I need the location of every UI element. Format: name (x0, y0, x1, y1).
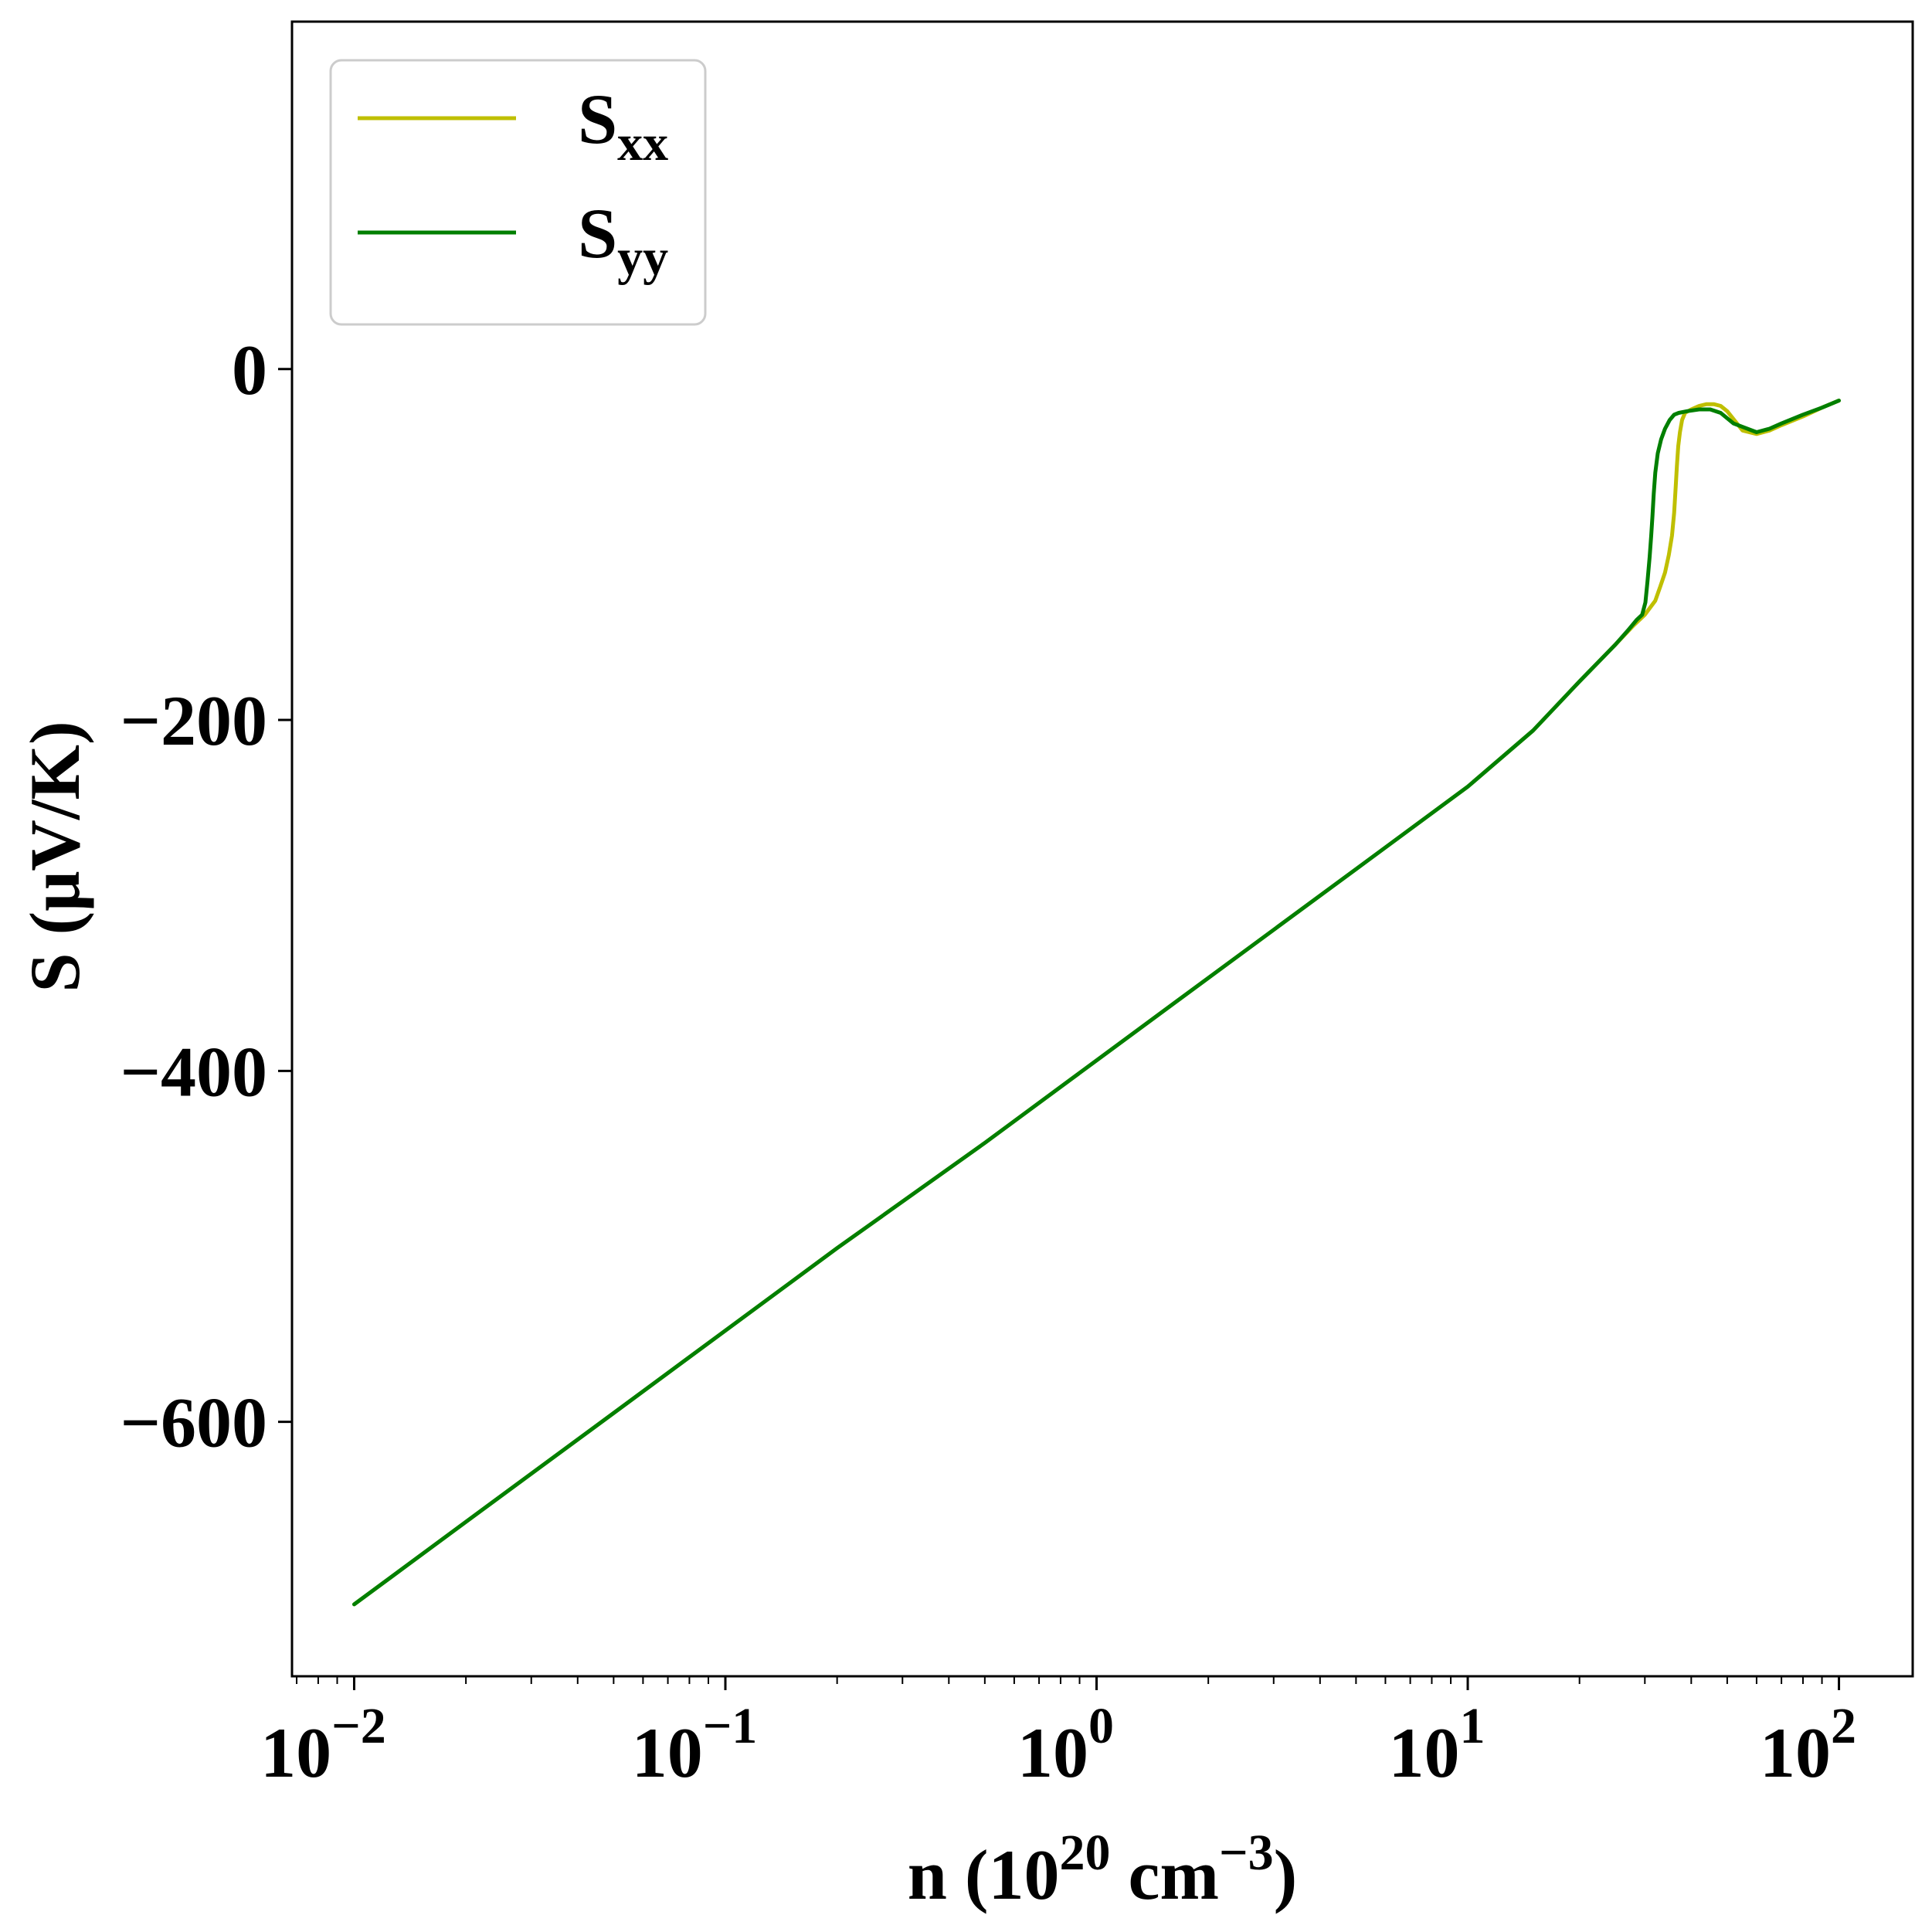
x-tick-label: 102 (1760, 1698, 1856, 1792)
axes-frame (290, 20, 1914, 1678)
legend-label-yy: Syy (578, 194, 668, 286)
y-tick-label: 0 (232, 331, 267, 409)
x-axis-label: n (1020 cm−3) (908, 1825, 1298, 1914)
legend-label-xx: Sxx (578, 80, 668, 171)
y-tick-label: −600 (121, 1383, 267, 1462)
y-tick-label: −400 (121, 1032, 267, 1111)
series-line-yy (352, 399, 1841, 1607)
x-axis: 10−2 10−1 100 101 102 (260, 1676, 1856, 1792)
x-tick-label: 10−2 (260, 1698, 386, 1792)
x-tick-label: 101 (1389, 1698, 1486, 1792)
x-tick-label: 10−1 (632, 1698, 758, 1792)
legend: Sxx Syy (329, 59, 707, 326)
y-tick-label: −200 (121, 681, 267, 760)
y-axis: 0 −200 −400 −600 (121, 331, 292, 1462)
y-axis-label: S (μV/K) (15, 721, 94, 992)
x-tick-label: 100 (1017, 1698, 1114, 1792)
legend-box (329, 59, 707, 326)
plot-lines (352, 399, 1841, 1607)
